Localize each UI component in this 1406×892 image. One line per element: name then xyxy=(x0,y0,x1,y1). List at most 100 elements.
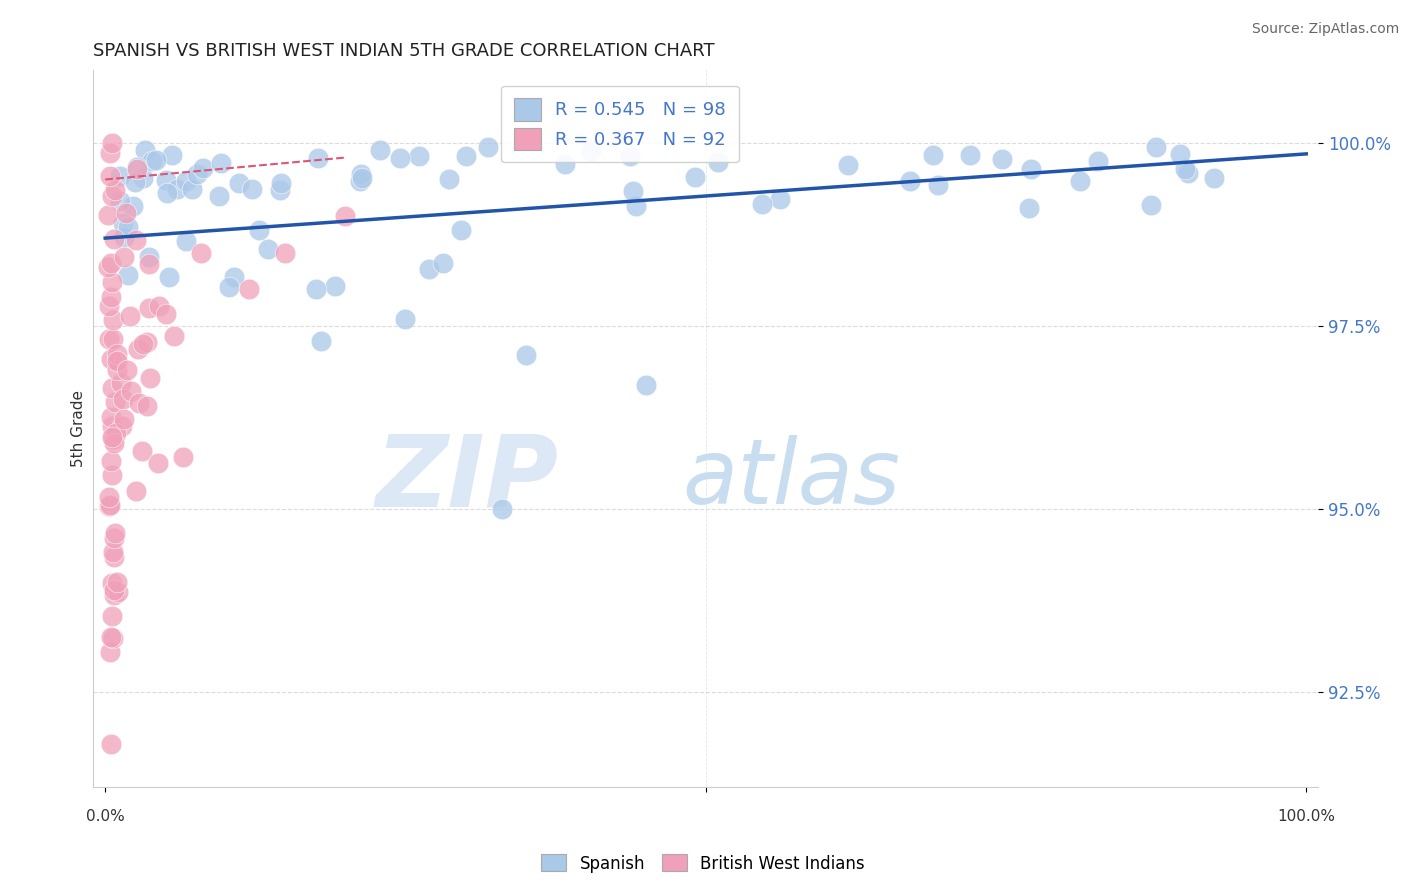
Point xyxy=(634,377,657,392)
Point xyxy=(103,531,125,545)
Point xyxy=(270,176,292,190)
Point xyxy=(97,208,120,222)
Point xyxy=(224,270,246,285)
Point xyxy=(103,232,125,246)
Point xyxy=(554,157,576,171)
Point xyxy=(98,500,121,514)
Point xyxy=(105,347,128,361)
Point xyxy=(132,170,155,185)
Point xyxy=(108,169,131,183)
Point xyxy=(408,149,430,163)
Point xyxy=(110,376,132,391)
Point xyxy=(98,645,121,659)
Point xyxy=(418,261,440,276)
Point xyxy=(101,189,124,203)
Point xyxy=(323,279,346,293)
Point xyxy=(125,161,148,176)
Point xyxy=(104,525,127,540)
Point xyxy=(100,454,122,468)
Point xyxy=(352,171,374,186)
Point xyxy=(138,301,160,315)
Point xyxy=(1087,153,1109,168)
Point xyxy=(115,362,138,376)
Point xyxy=(98,299,121,313)
Point xyxy=(105,574,128,589)
Point xyxy=(104,183,127,197)
Point xyxy=(103,332,125,346)
Point xyxy=(166,182,188,196)
Point xyxy=(105,363,128,377)
Point xyxy=(139,371,162,385)
Point xyxy=(141,154,163,169)
Point xyxy=(100,409,122,424)
Point xyxy=(162,329,184,343)
Point xyxy=(155,173,177,187)
Point xyxy=(959,147,981,161)
Point xyxy=(450,223,472,237)
Point xyxy=(619,149,641,163)
Point xyxy=(112,216,135,230)
Point xyxy=(118,310,141,324)
Point xyxy=(238,282,260,296)
Point xyxy=(124,175,146,189)
Point xyxy=(100,136,122,150)
Point xyxy=(100,276,122,290)
Point xyxy=(101,575,124,590)
Point xyxy=(148,299,170,313)
Point xyxy=(368,144,391,158)
Point xyxy=(305,282,328,296)
Point xyxy=(388,151,411,165)
Point xyxy=(97,490,120,504)
Point xyxy=(491,502,513,516)
Point xyxy=(837,158,859,172)
Point xyxy=(97,260,120,274)
Point xyxy=(269,183,291,197)
Text: 100.0%: 100.0% xyxy=(1277,809,1336,824)
Point xyxy=(432,256,454,270)
Point xyxy=(1144,139,1167,153)
Point xyxy=(174,234,197,248)
Point xyxy=(112,229,135,244)
Point xyxy=(148,456,170,470)
Point xyxy=(751,197,773,211)
Point xyxy=(103,549,125,564)
Point xyxy=(898,173,921,187)
Point xyxy=(218,280,240,294)
Point xyxy=(157,270,180,285)
Point xyxy=(136,399,159,413)
Point xyxy=(186,167,208,181)
Point xyxy=(103,583,125,598)
Point xyxy=(228,176,250,190)
Point xyxy=(156,186,179,201)
Point xyxy=(100,352,122,367)
Point xyxy=(927,178,949,193)
Point xyxy=(128,396,150,410)
Point xyxy=(100,290,122,304)
Point xyxy=(581,144,603,158)
Point xyxy=(247,223,270,237)
Y-axis label: 5th Grade: 5th Grade xyxy=(72,390,86,467)
Point xyxy=(477,140,499,154)
Point xyxy=(101,432,124,446)
Point xyxy=(624,199,647,213)
Point xyxy=(208,189,231,203)
Point xyxy=(125,160,148,174)
Point xyxy=(98,499,121,513)
Point xyxy=(112,250,135,264)
Point xyxy=(240,182,263,196)
Point xyxy=(101,430,124,444)
Legend: R = 0.545   N = 98, R = 0.367   N = 92: R = 0.545 N = 98, R = 0.367 N = 92 xyxy=(502,86,738,162)
Point xyxy=(101,545,124,559)
Point xyxy=(209,156,232,170)
Point xyxy=(160,148,183,162)
Point xyxy=(131,337,153,351)
Point xyxy=(104,395,127,409)
Point xyxy=(437,172,460,186)
Legend: Spanish, British West Indians: Spanish, British West Indians xyxy=(534,847,872,880)
Point xyxy=(112,412,135,426)
Point xyxy=(105,354,128,368)
Text: atlas: atlas xyxy=(682,434,900,523)
Point xyxy=(127,343,149,357)
Text: 0.0%: 0.0% xyxy=(86,809,125,824)
Point xyxy=(921,148,943,162)
